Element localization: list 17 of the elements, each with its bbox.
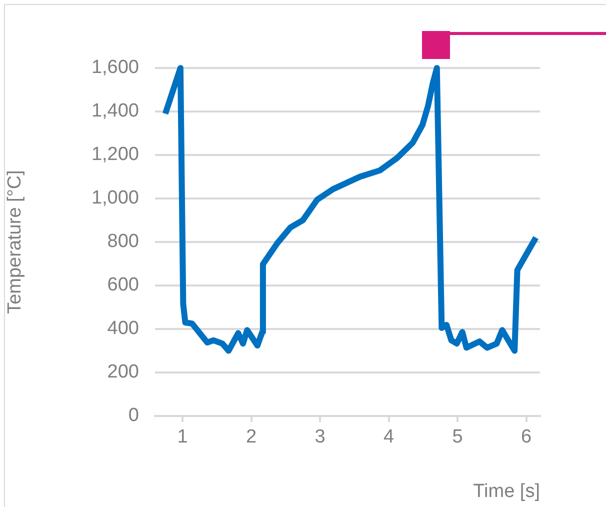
x-tick-label: 2 [246, 426, 257, 448]
y-tick-label: 400 [107, 318, 139, 340]
y-tick-label: 1,600 [91, 57, 139, 78]
x-tick-label: 4 [383, 426, 394, 448]
x-axis-title: Time [s] [473, 480, 540, 502]
y-tick-label: 1,400 [91, 100, 139, 122]
y-axis-title: Temperature [°C] [4, 170, 26, 314]
x-tick-label: 1 [177, 426, 188, 448]
y-tick-label: 0 [128, 405, 139, 426]
y-tick-label: 200 [107, 362, 139, 383]
y-tick-label: 1,200 [91, 144, 139, 166]
y-tick-label: 800 [107, 231, 139, 252]
x-tick-label: 5 [452, 426, 463, 448]
x-tick-label: 6 [520, 426, 532, 448]
x-tick-label: 3 [314, 426, 326, 448]
y-tick-label: 600 [107, 274, 139, 296]
y-tick-label: 1,000 [91, 188, 139, 209]
